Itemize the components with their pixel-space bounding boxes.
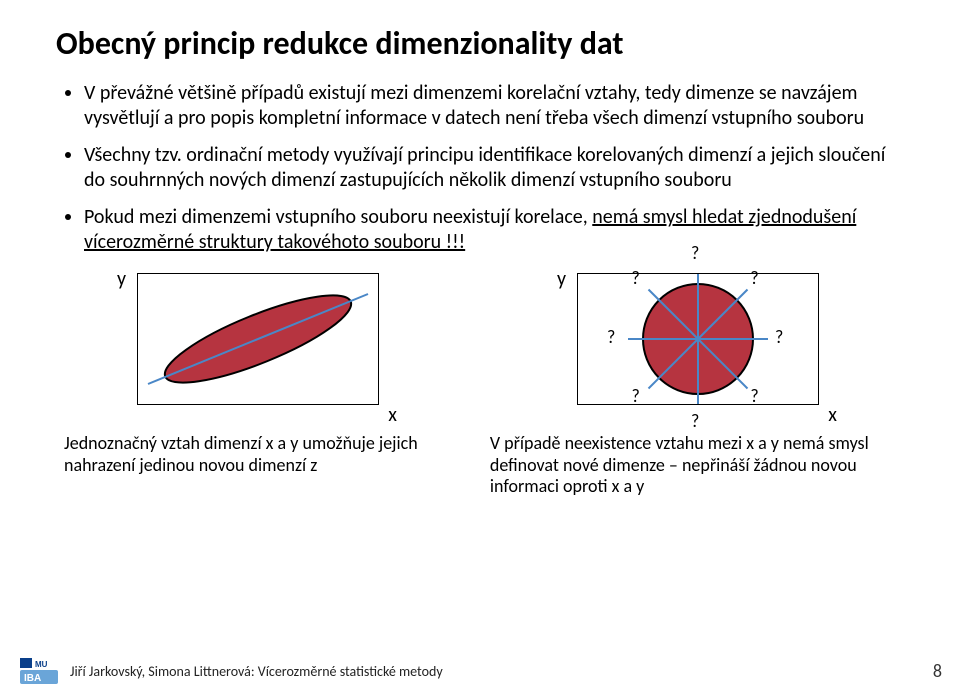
page-number: 8 [933, 660, 942, 682]
bullet-item: V převážné většině případů existují mezi… [84, 81, 904, 131]
bullet-text: V převážné většině případů existují mezi… [84, 81, 864, 130]
footer-text: Jiří Jarkovský, Simona Littnerová: Vícer… [70, 663, 443, 680]
left-caption: Jednoznačný vztah dimenzí x a y umožňuje… [64, 433, 450, 476]
axis-label-y: y [557, 267, 566, 291]
left-svg [138, 274, 378, 404]
footer: IBA MU Jiří Jarkovský, Simona Littnerová:… [18, 656, 942, 686]
axis-label-x: x [828, 403, 837, 427]
axis-label-y: y [117, 267, 126, 291]
left-plot: y z x [107, 267, 407, 427]
right-caption: V případě neexistence vztahu mezi x a y … [490, 433, 904, 498]
svg-text:IBA: IBA [24, 673, 41, 684]
question-mark: ? [632, 267, 640, 289]
question-mark: ? [691, 242, 699, 264]
left-panel: y z x Jednoznačný vztah dimenzí x a y um… [64, 267, 450, 498]
question-mark: ? [632, 385, 640, 407]
question-mark: ? [691, 410, 699, 432]
right-panel: y x ???????? V případě neexistence vztah… [490, 267, 904, 498]
question-mark: ? [750, 385, 758, 407]
bullet-list: V převážné většině případů existují mezi… [56, 81, 904, 255]
right-plot: y x ???????? [517, 267, 877, 427]
bullet-item: Všechny tzv. ordinační metody využívají … [84, 143, 904, 193]
svg-text:MU: MU [35, 660, 48, 669]
logo-icon: IBA MU [18, 656, 60, 686]
page-title: Obecný princip redukce dimenzionality da… [56, 24, 904, 63]
question-mark: ? [607, 326, 615, 348]
bullet-text: Všechny tzv. ordinační metody využívají … [84, 143, 885, 192]
bullet-item: Pokud mezi dimenzemi vstupního souboru n… [84, 205, 904, 255]
bullet-text: Pokud mezi dimenzemi vstupního souboru n… [84, 205, 592, 229]
question-mark: ? [775, 326, 783, 348]
axis-label-x: x [388, 403, 397, 427]
plot-box [137, 273, 379, 405]
question-mark: ? [750, 267, 758, 289]
